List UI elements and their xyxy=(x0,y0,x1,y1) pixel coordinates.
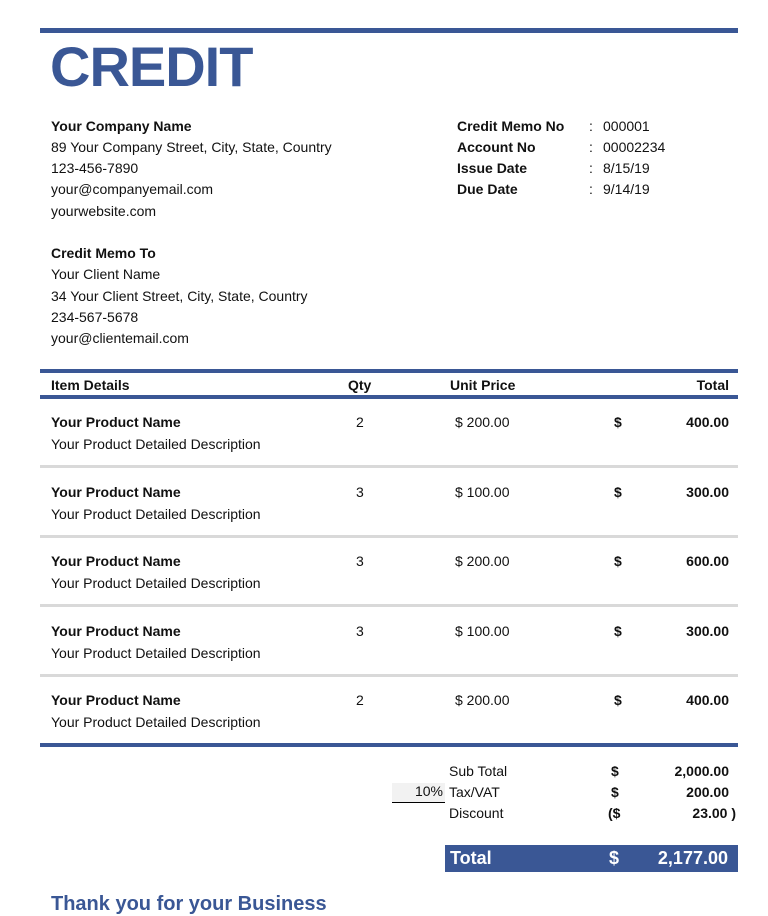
meta-value: 8/15/19 xyxy=(603,160,650,176)
client-name: Your Client Name xyxy=(51,266,161,282)
meta-value: 00002234 xyxy=(603,139,666,155)
header-price: Unit Price xyxy=(450,377,516,393)
company-phone: 123-456-7890 xyxy=(51,160,139,176)
tax-label: Tax/VAT xyxy=(449,784,500,800)
discount-value: 23.00 ) xyxy=(692,805,736,821)
table-bottom-rule xyxy=(40,743,738,747)
footer-thanks: Thank you for your Business xyxy=(51,893,327,915)
total-value: 2,177.00 xyxy=(657,848,728,868)
product-name: Your Product Name xyxy=(51,553,181,569)
subtotal-label: Sub Total xyxy=(449,763,508,779)
row-total: 300.00 xyxy=(686,483,729,500)
meta-label: Account No xyxy=(457,139,536,155)
product-description: Your Product Detailed Description xyxy=(51,575,261,591)
meta-value: 9/14/19 xyxy=(603,181,650,197)
discount-currency: ($ xyxy=(608,805,621,821)
meta-label: Due Date xyxy=(457,181,518,197)
product-name: Your Product Name xyxy=(51,622,181,639)
row-unit-price: $ 100.00 xyxy=(455,622,510,639)
total-label: Total xyxy=(450,848,492,868)
company-website: yourwebsite.com xyxy=(51,203,157,219)
meta-label: Issue Date xyxy=(457,160,528,176)
company-email: your@companyemail.com xyxy=(51,181,214,197)
tax-currency: $ xyxy=(611,784,619,800)
discount-label: Discount xyxy=(449,805,504,821)
row-total: 400.00 xyxy=(686,414,729,430)
header-bottom-rule xyxy=(40,395,738,399)
product-name: Your Product Name xyxy=(51,414,181,430)
company-name: Your Company Name xyxy=(51,118,192,134)
product-name: Your Product Name xyxy=(51,692,181,708)
client-address: 34 Your Client Street, City, State, Coun… xyxy=(51,288,308,304)
row-currency: $ xyxy=(614,622,622,639)
row-separator xyxy=(40,465,738,468)
total-bar: Total $ 2,177.00 xyxy=(445,845,738,872)
product-description: Your Product Detailed Description xyxy=(51,644,261,661)
row-currency: $ xyxy=(614,553,622,569)
company-address: 89 Your Company Street, City, State, Cou… xyxy=(51,139,332,155)
meta-colon: : xyxy=(589,118,593,134)
client-email: your@clientemail.com xyxy=(51,330,189,346)
row-qty: 3 xyxy=(356,622,364,639)
total-currency: $ xyxy=(609,848,620,868)
row-qty: 3 xyxy=(356,483,364,500)
row-currency: $ xyxy=(614,414,622,430)
product-description: Your Product Detailed Description xyxy=(51,436,261,452)
row-separator xyxy=(40,673,738,677)
row-total: 600.00 xyxy=(686,553,729,569)
client-heading: Credit Memo To xyxy=(51,245,156,261)
subtotal-currency: $ xyxy=(611,763,619,779)
row-unit-price: $ 200.00 xyxy=(455,414,510,430)
row-separator xyxy=(40,534,738,538)
row-qty: 2 xyxy=(356,414,364,430)
meta-colon: : xyxy=(589,160,593,176)
top-rule xyxy=(40,28,738,33)
tax-value: 200.00 xyxy=(686,784,729,800)
product-name: Your Product Name xyxy=(51,483,181,500)
row-qty: 2 xyxy=(356,692,364,708)
row-unit-price: $ 200.00 xyxy=(455,692,510,708)
header-item: Item Details xyxy=(51,377,130,393)
client-phone: 234-567-5678 xyxy=(51,309,139,325)
row-currency: $ xyxy=(614,483,622,500)
product-description: Your Product Detailed Description xyxy=(51,714,261,730)
row-separator xyxy=(40,604,738,607)
meta-label: Credit Memo No xyxy=(457,118,565,134)
header-total: Total xyxy=(696,377,729,393)
row-total: 400.00 xyxy=(686,692,729,708)
page-title: CREDIT xyxy=(50,35,253,98)
meta-colon: : xyxy=(589,139,593,155)
header-qty: Qty xyxy=(348,377,372,393)
row-currency: $ xyxy=(614,692,622,708)
table-top-rule xyxy=(40,369,738,373)
row-unit-price: $ 200.00 xyxy=(455,553,510,569)
row-total: 300.00 xyxy=(686,622,729,639)
product-description: Your Product Detailed Description xyxy=(51,505,261,522)
meta-colon: : xyxy=(589,181,593,197)
tax-rate-input[interactable]: 10% xyxy=(392,783,445,803)
subtotal-value: 2,000.00 xyxy=(674,763,730,779)
row-unit-price: $ 100.00 xyxy=(455,483,510,500)
meta-value: 000001 xyxy=(603,118,650,134)
row-qty: 3 xyxy=(356,553,364,569)
